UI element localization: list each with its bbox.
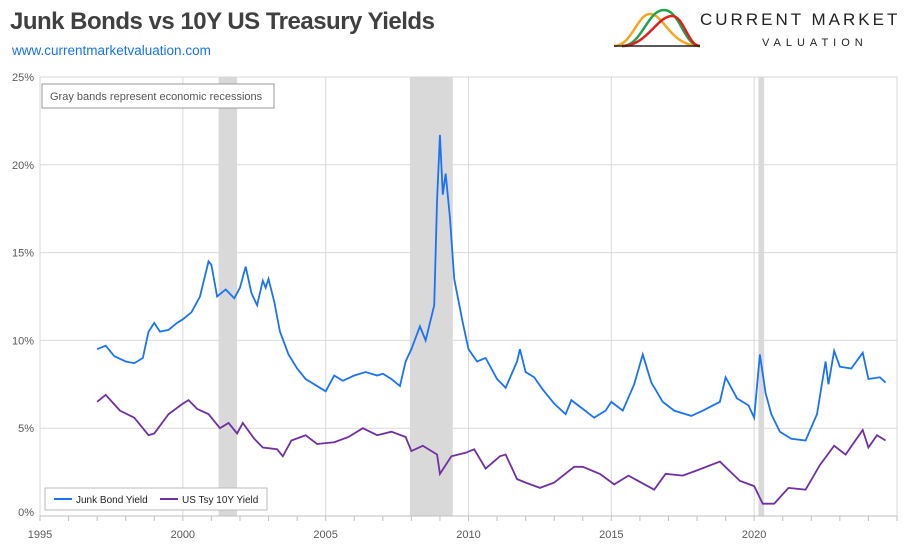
recession-band xyxy=(218,77,238,516)
recession-band xyxy=(758,77,765,516)
logo-subtext: VALUATION xyxy=(762,37,868,49)
x-tick-label: 2015 xyxy=(599,529,623,541)
page-title: Junk Bonds vs 10Y US Treasury Yields xyxy=(10,8,435,35)
y-tick-label: 10% xyxy=(12,335,34,347)
logo-text: CURRENT MARKET xyxy=(700,10,901,29)
logo: CURRENT MARKET VALUATION xyxy=(612,8,904,54)
series-line-junk-bond xyxy=(96,134,887,442)
y-tick-label: 5% xyxy=(18,423,34,435)
x-tick-label: 2020 xyxy=(742,529,766,541)
x-tick-label: 2005 xyxy=(313,529,337,541)
y-tick-label: 20% xyxy=(12,160,34,172)
y-tick-label: 25% xyxy=(12,72,34,84)
series-line-us-tsy-10y xyxy=(96,393,887,505)
x-tick-label: 2010 xyxy=(456,529,480,541)
legend-label-junk: Junk Bond Yield xyxy=(76,495,148,506)
bell-curves-logo-icon xyxy=(613,8,701,48)
x-tick-label: 1995 xyxy=(28,529,52,541)
y-tick-label: 0% xyxy=(18,507,34,519)
x-tick-label: 2000 xyxy=(171,529,195,541)
recession-band xyxy=(409,77,453,516)
legend-label-tsy: US Tsy 10Y Yield xyxy=(182,495,258,506)
y-tick-label: 15% xyxy=(12,248,34,260)
annotation-text: Gray bands represent economic recessions xyxy=(50,91,263,103)
annotation-box: Gray bands represent economic recessions xyxy=(41,83,275,109)
website-link[interactable]: www.currentmarketvaluation.com xyxy=(12,43,211,58)
legend: Junk Bond Yield US Tsy 10Y Yield xyxy=(44,487,268,511)
